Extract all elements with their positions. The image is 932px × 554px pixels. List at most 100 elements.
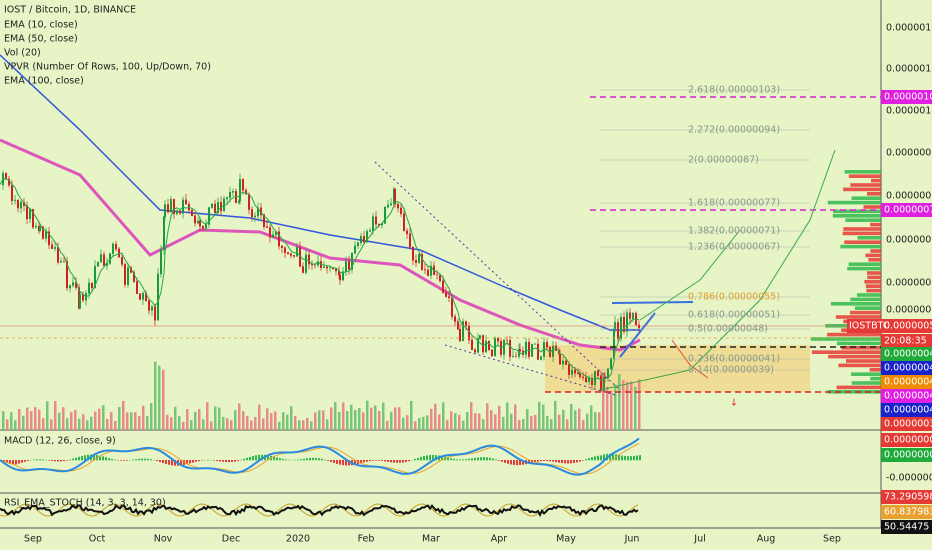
macd-hist <box>108 458 110 460</box>
candle <box>597 371 599 376</box>
volume-bar <box>546 416 549 430</box>
volume-bar <box>138 416 141 430</box>
macd-hist <box>237 460 239 461</box>
candle <box>354 246 356 254</box>
macd-hist <box>591 457 593 460</box>
macd-hist <box>192 460 194 463</box>
candle <box>296 247 298 257</box>
candle <box>127 267 129 284</box>
volume-bar <box>534 415 537 430</box>
macd-hist <box>213 460 215 461</box>
macd-hist <box>294 460 296 461</box>
volume-bar <box>574 410 577 430</box>
macd-hist <box>27 460 29 461</box>
candle <box>112 244 114 254</box>
label: 0.00000048 <box>884 377 932 388</box>
volume-bar <box>290 406 293 430</box>
macd-hist <box>585 459 587 460</box>
volume-bar <box>510 414 513 430</box>
volume-bar <box>338 412 341 430</box>
volume-bar <box>34 407 37 430</box>
macd-hist <box>198 460 200 461</box>
label: 0.00000035 <box>884 419 932 430</box>
macd-hist <box>543 460 545 461</box>
candle <box>525 342 527 355</box>
macd-hist <box>387 460 389 462</box>
volume-bar <box>474 413 477 430</box>
volume-bar <box>286 415 289 430</box>
macd-hist <box>57 460 59 461</box>
volume-bar <box>190 420 193 430</box>
volume-bar <box>26 408 29 430</box>
label: 0.00000050 <box>886 305 932 316</box>
macd-hist <box>126 460 128 461</box>
volume-bar <box>470 402 473 430</box>
candle <box>442 281 444 293</box>
macd-hist <box>189 460 191 463</box>
volume-bar <box>114 421 117 430</box>
candle <box>412 247 414 261</box>
candle <box>121 257 123 265</box>
volume-bar <box>90 417 93 430</box>
vpvr-bar <box>866 289 881 293</box>
candle <box>528 342 530 357</box>
volume-bar <box>258 405 261 430</box>
volume-bar <box>354 410 357 430</box>
candle <box>97 262 99 267</box>
volume-bar <box>550 419 553 430</box>
macd-hist <box>549 460 551 461</box>
volume-bar <box>410 401 413 430</box>
resistance <box>612 302 693 303</box>
candle <box>454 316 456 321</box>
candle <box>491 350 493 356</box>
volume-bar <box>434 404 437 430</box>
candle <box>72 282 74 285</box>
candle <box>202 226 204 229</box>
candle <box>537 344 539 360</box>
candle <box>136 281 138 294</box>
volume-bar <box>326 419 329 430</box>
fib-label: 0.14(0.00000039) <box>688 365 774 376</box>
candle <box>269 227 271 237</box>
macd-hist <box>330 460 332 462</box>
label: Sep <box>823 534 841 545</box>
macd-hist <box>252 456 254 460</box>
macd-hist <box>318 458 320 460</box>
volume-bar <box>386 421 389 430</box>
candle <box>20 202 22 208</box>
volume-bar <box>2 411 5 430</box>
vpvr-bar <box>863 205 881 209</box>
candle <box>142 293 144 300</box>
macd-hist <box>372 460 374 461</box>
candle <box>191 210 193 216</box>
macd-hist <box>231 460 233 462</box>
macd-hist <box>249 457 251 460</box>
candle <box>103 254 105 266</box>
volume-bar <box>82 414 85 430</box>
macd-hist <box>456 459 458 460</box>
macd-hist <box>474 458 476 460</box>
volume-bar <box>238 403 241 430</box>
macd-hist <box>45 460 47 461</box>
macd-hist <box>114 460 116 461</box>
label: Sep <box>24 534 42 545</box>
vpvr-bar <box>828 201 881 205</box>
macd-hist <box>156 460 158 461</box>
volume-bar <box>298 420 301 430</box>
label: Oct <box>89 534 106 545</box>
macd-hist <box>12 460 14 464</box>
macd-hist <box>132 460 134 461</box>
candle <box>369 230 371 231</box>
macd-hist <box>303 459 305 461</box>
volume-bar <box>450 411 453 430</box>
macd-hist <box>558 460 560 463</box>
candle <box>436 274 438 275</box>
volume-bar <box>594 412 597 430</box>
volume-bar <box>202 419 205 430</box>
volume-bar <box>130 412 133 430</box>
candle <box>54 247 56 249</box>
macd-hist <box>561 460 563 463</box>
vpvr-bar <box>831 302 881 306</box>
macd-hist <box>384 460 386 461</box>
candle <box>290 253 292 255</box>
